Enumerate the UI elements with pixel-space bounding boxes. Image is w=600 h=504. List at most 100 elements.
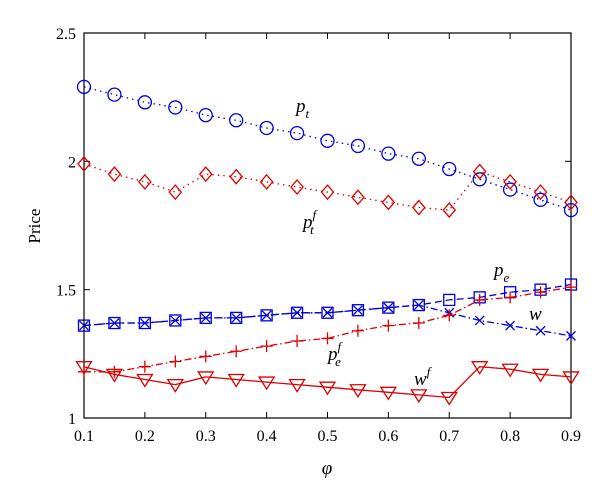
data-point-w <box>505 320 516 331</box>
series-pef <box>78 281 577 378</box>
data-point-ptf <box>351 189 365 206</box>
data-point-pt <box>472 172 487 187</box>
y-tick-label: 1 <box>68 411 76 428</box>
data-point-ptf <box>533 184 548 201</box>
data-point-pef <box>504 291 517 304</box>
data-point-pef <box>199 350 212 363</box>
data-point-ptf <box>503 173 517 190</box>
data-point-pt <box>533 192 548 207</box>
data-point-pef <box>169 355 182 368</box>
y-tick-label: 1.5 <box>56 283 76 300</box>
series-line-w <box>83 304 572 337</box>
data-point-ptf <box>472 163 487 180</box>
data-point-pef <box>351 324 364 337</box>
data-point-pef <box>534 286 547 299</box>
data-point-w <box>413 300 424 311</box>
data-point-pef <box>138 360 151 373</box>
data-point-pt <box>168 100 183 115</box>
data-point-w <box>292 307 303 318</box>
x-tick-label: 0.9 <box>561 428 581 445</box>
data-point-wf <box>562 371 580 386</box>
data-point-pt <box>411 151 426 166</box>
data-point-ptf <box>290 179 304 195</box>
series-label-pt: pt <box>294 96 310 121</box>
data-point-wf <box>349 384 367 398</box>
series-label-sup: f <box>338 339 344 354</box>
series-label-base: p <box>492 260 504 281</box>
series-label-sub: e <box>335 354 341 369</box>
data-point-ptf <box>138 173 152 190</box>
data-point-pe <box>443 293 456 307</box>
series-w <box>79 300 576 341</box>
data-point-wf <box>75 361 93 375</box>
data-point-pef <box>473 293 486 306</box>
data-point-w <box>79 320 89 331</box>
y-axis-label: Price <box>25 209 44 244</box>
data-point-pt <box>289 125 305 141</box>
x-tick-label: 0.7 <box>439 428 459 445</box>
data-point-w <box>261 310 272 321</box>
series-ptf <box>77 155 578 219</box>
x-tick-label: 0.5 <box>318 428 338 445</box>
series-label-pef: pf e <box>326 339 344 369</box>
series-label-base: w <box>414 369 427 390</box>
data-point-wf <box>318 381 337 396</box>
data-point-wf <box>531 368 550 383</box>
data-point-wf <box>410 389 428 404</box>
data-point-w <box>231 312 242 323</box>
data-point-pef <box>565 281 577 294</box>
data-point-pt <box>229 113 244 128</box>
data-point-w <box>474 315 485 326</box>
axis-ticks: 0.1 0.2 0.3 0.4 0.5 0.6 0.7 0.8 0.9 1 1.5 2 2.5 <box>56 26 581 445</box>
x-tick-label: 0.4 <box>257 428 277 445</box>
y-tick-label: 2.5 <box>56 26 76 43</box>
series-label-sub: t <box>310 222 314 237</box>
data-point-pt <box>259 120 274 136</box>
data-point-pef <box>291 335 304 347</box>
series-label-base: p <box>294 96 306 117</box>
data-point-w <box>566 330 576 341</box>
data-point-ptf <box>442 202 457 219</box>
y-tick-label: 2 <box>68 154 76 171</box>
data-point-wf <box>440 391 458 406</box>
series-line-wf <box>83 366 572 399</box>
data-point-wf <box>257 376 276 391</box>
series-label-pe: pe <box>492 260 510 285</box>
data-point-ptf <box>107 166 122 183</box>
series-label-base: w <box>529 304 542 325</box>
series-label-wf: wf <box>414 364 433 390</box>
data-point-pef <box>230 345 243 358</box>
x-tick-label: 0.3 <box>196 428 216 445</box>
data-point-pt <box>198 107 213 123</box>
series-layer <box>75 79 580 406</box>
data-point-pt <box>350 138 366 154</box>
series-line-ptf <box>83 163 572 211</box>
data-point-pef <box>321 332 334 345</box>
data-point-pef <box>260 340 273 353</box>
data-point-pt <box>442 161 457 177</box>
x-axis-label: φ <box>322 458 333 479</box>
series-pe <box>77 278 578 332</box>
data-point-wf <box>166 378 184 393</box>
data-point-w <box>383 302 394 313</box>
series-label-w: w <box>529 304 542 325</box>
data-point-wf <box>288 378 306 393</box>
data-point-wf <box>379 386 398 401</box>
data-point-w <box>139 318 150 328</box>
data-point-w <box>200 312 211 323</box>
data-point-w <box>535 325 546 336</box>
x-tick-label: 0.1 <box>74 428 94 445</box>
data-point-wf <box>197 371 215 386</box>
data-point-pe <box>138 316 152 330</box>
series-label-base: p <box>326 344 338 365</box>
series-label-ptf: pf t <box>301 207 319 237</box>
x-tick-label: 0.6 <box>378 428 398 445</box>
series-label-sub: t <box>306 106 310 121</box>
data-point-ptf <box>564 194 578 211</box>
data-point-wf <box>501 363 519 378</box>
data-point-ptf <box>198 166 213 183</box>
data-point-ptf <box>259 173 274 190</box>
data-point-w <box>170 315 181 326</box>
